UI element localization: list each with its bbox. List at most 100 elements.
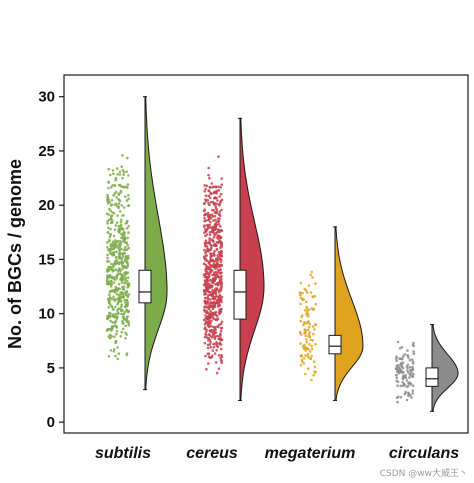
- data-point: [213, 228, 217, 232]
- data-point: [211, 215, 215, 218]
- data-point: [215, 211, 218, 215]
- plot-panel: [63, 74, 469, 434]
- data-point: [218, 294, 221, 297]
- data-point: [110, 198, 114, 202]
- data-point: [213, 290, 216, 293]
- data-point: [408, 358, 412, 362]
- data-point: [215, 342, 219, 346]
- data-point: [218, 254, 222, 258]
- data-point: [216, 254, 219, 257]
- data-point: [213, 249, 216, 253]
- data-point: [202, 202, 206, 205]
- data-point: [123, 237, 127, 240]
- data-point: [106, 193, 109, 197]
- data-point: [406, 354, 410, 358]
- data-point: [404, 390, 408, 394]
- data-point: [216, 268, 220, 272]
- data-point: [399, 384, 403, 388]
- data-point: [207, 194, 210, 198]
- data-point: [394, 367, 398, 371]
- data-point: [124, 246, 127, 249]
- data-point: [217, 240, 221, 243]
- data-point: [121, 327, 125, 331]
- data-point: [217, 337, 221, 340]
- data-point: [120, 330, 124, 334]
- data-point: [113, 324, 116, 328]
- data-point: [205, 184, 209, 188]
- data-point: [125, 257, 129, 261]
- data-point: [211, 230, 214, 233]
- x-tick-label: subtilis: [95, 445, 151, 462]
- data-point: [306, 328, 310, 332]
- data-point: [118, 248, 122, 251]
- data-point: [220, 241, 223, 245]
- data-point: [213, 352, 217, 355]
- data-point: [204, 279, 207, 283]
- data-point: [112, 234, 116, 238]
- data-point: [209, 243, 213, 247]
- data-point: [126, 276, 130, 280]
- points-subtilis: [105, 154, 131, 361]
- data-point: [215, 287, 219, 290]
- data-point: [310, 270, 314, 274]
- data-point: [117, 298, 121, 302]
- data-point: [112, 172, 115, 176]
- data-point: [209, 315, 213, 318]
- data-point: [110, 275, 114, 279]
- data-point: [215, 208, 219, 211]
- data-point: [207, 189, 211, 193]
- data-point: [203, 308, 206, 312]
- data-point: [216, 234, 219, 237]
- data-point: [117, 224, 121, 228]
- data-point: [124, 337, 127, 340]
- points-circulans: [394, 340, 416, 404]
- data-point: [108, 293, 111, 297]
- data-point: [409, 394, 412, 397]
- data-point: [304, 354, 307, 357]
- data-point: [211, 349, 215, 352]
- data-point: [209, 269, 212, 273]
- data-point: [213, 303, 217, 307]
- y-tick-label: 25: [38, 143, 55, 160]
- data-point: [216, 334, 219, 338]
- data-point: [216, 295, 220, 299]
- data-point: [411, 367, 415, 371]
- cloud-subtilis: [105, 96, 168, 391]
- data-point: [121, 261, 125, 264]
- data-point: [209, 301, 212, 304]
- data-point: [106, 256, 109, 260]
- data-point: [204, 198, 207, 201]
- data-point: [115, 250, 118, 253]
- data-point: [219, 329, 223, 333]
- data-point: [299, 281, 303, 285]
- data-point: [309, 273, 312, 277]
- data-point: [309, 350, 312, 353]
- data-point: [108, 235, 112, 239]
- data-point: [127, 310, 130, 313]
- data-point: [203, 190, 206, 193]
- data-point: [106, 231, 110, 234]
- data-point: [305, 312, 308, 315]
- data-point: [109, 289, 112, 293]
- data-point: [299, 293, 302, 297]
- data-point: [220, 355, 224, 359]
- data-point: [106, 219, 109, 223]
- data-point: [106, 275, 109, 278]
- data-point: [212, 346, 216, 349]
- data-point: [120, 281, 124, 284]
- data-point: [123, 259, 127, 263]
- data-point: [122, 295, 125, 299]
- data-point: [203, 341, 207, 345]
- data-point: [124, 305, 128, 309]
- data-point: [123, 241, 127, 244]
- data-point: [207, 267, 211, 271]
- data-point: [111, 219, 114, 223]
- data-point: [117, 257, 121, 260]
- data-point: [109, 319, 112, 323]
- data-point: [218, 341, 221, 345]
- data-point: [211, 264, 215, 267]
- y-tick-label: 30: [38, 89, 55, 106]
- data-point: [215, 196, 218, 200]
- data-point: [204, 305, 207, 309]
- data-point: [310, 344, 314, 348]
